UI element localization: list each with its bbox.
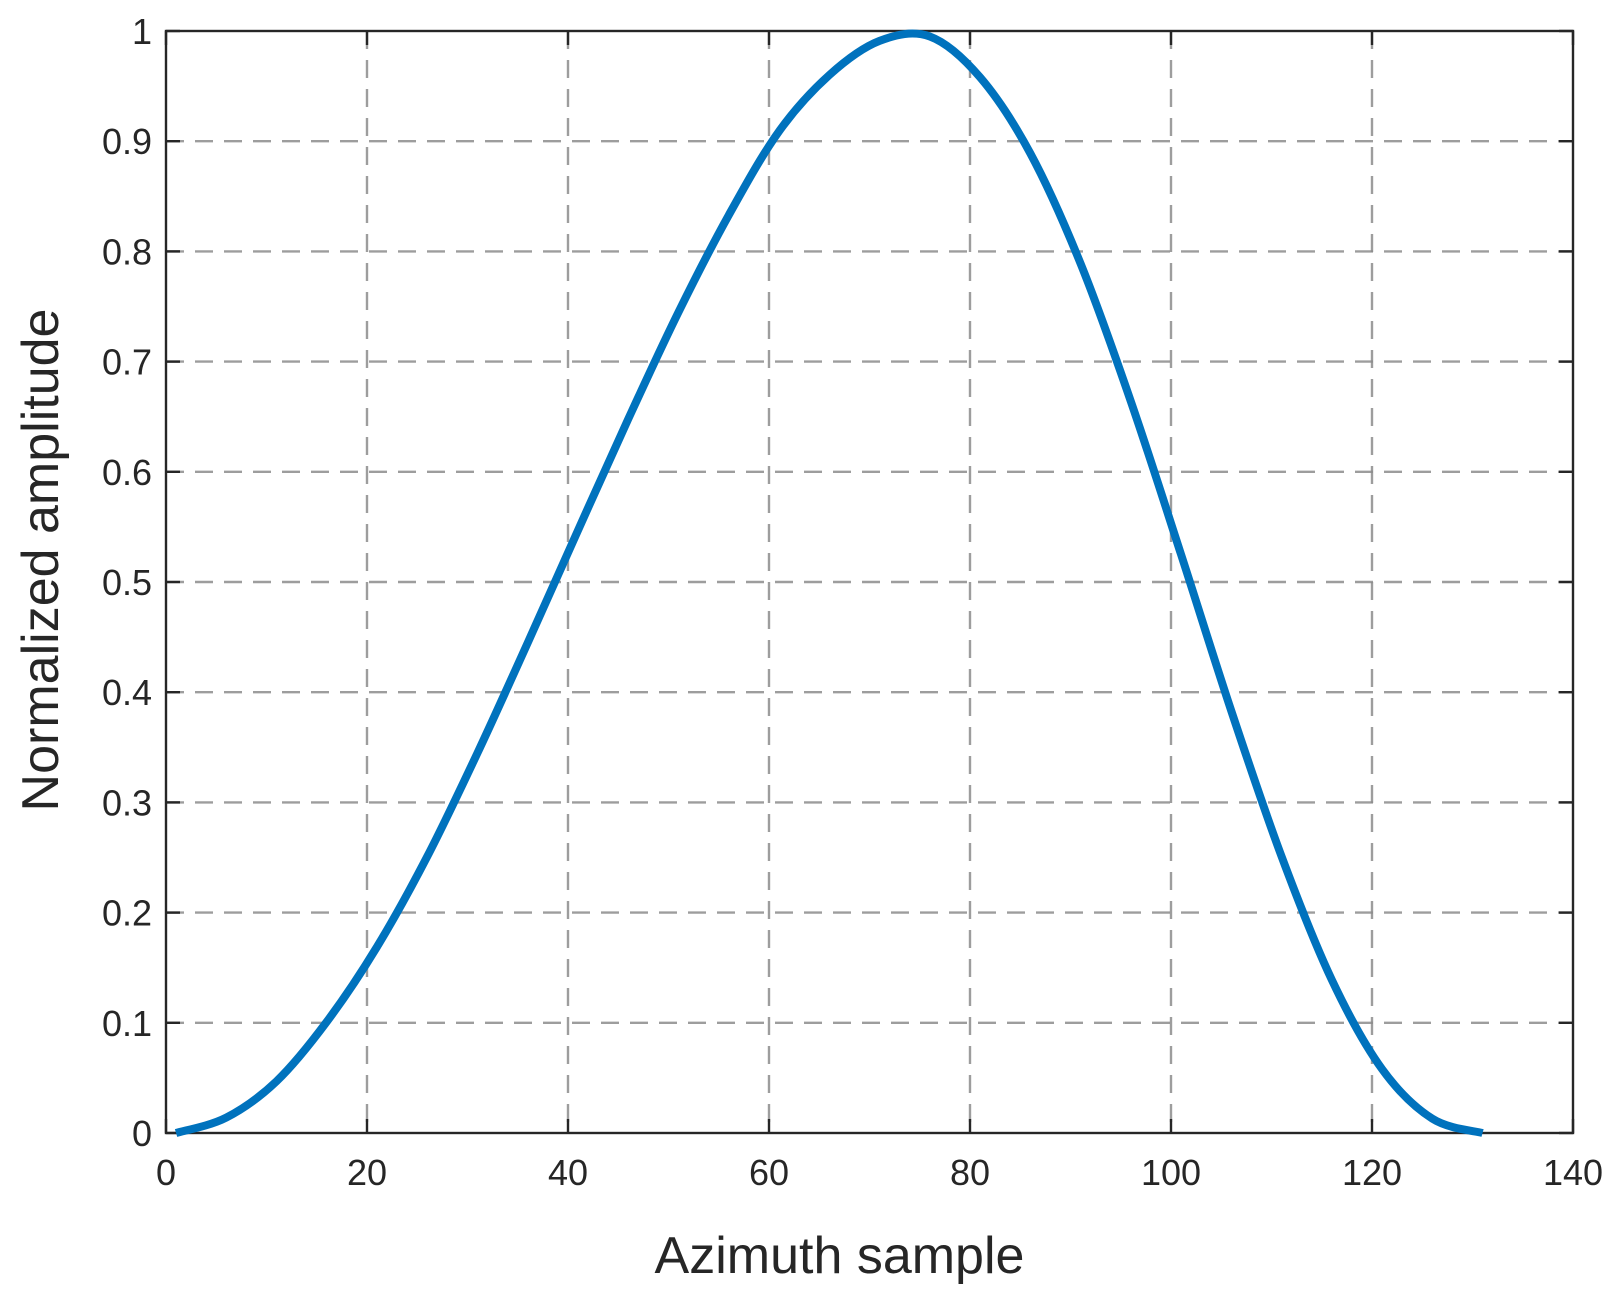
x-tick-label: 80 [950, 1152, 990, 1193]
x-tick-label: 140 [1543, 1152, 1603, 1193]
y-tick-label: 0.8 [102, 231, 152, 272]
x-tick-label: 0 [156, 1152, 176, 1193]
y-tick-label: 0.5 [102, 562, 152, 603]
y-tick-label: 0.4 [102, 672, 152, 713]
y-axis-title: Normalized amplitude [12, 309, 70, 812]
x-axis-tick-labels: 0 20 40 60 80 100 120 140 [156, 1152, 1603, 1193]
series-line-0 [174, 29, 1484, 1137]
y-tick-label: 0.2 [102, 893, 152, 934]
tick-marks [164, 29, 1575, 1135]
y-tick-label: 0.1 [102, 1003, 152, 1044]
y-tick-label: 0.7 [102, 342, 152, 383]
y-tick-label: 1 [132, 11, 152, 52]
x-tick-label: 60 [749, 1152, 789, 1193]
series-layer [174, 29, 1484, 1137]
y-tick-label: 0.9 [102, 121, 152, 162]
y-axis-tick-labels: 0 0.1 0.2 0.3 0.4 0.5 0.6 0.7 0.8 0.9 1 [102, 11, 152, 1154]
grid-layer [166, 31, 1573, 1133]
x-axis-title: Azimuth sample [655, 1227, 1025, 1285]
y-tick-label: 0.3 [102, 782, 152, 823]
x-tick-label: 20 [347, 1152, 387, 1193]
y-tick-label: 0.6 [102, 452, 152, 493]
x-tick-label: 120 [1342, 1152, 1402, 1193]
x-tick-label: 40 [548, 1152, 588, 1193]
y-tick-label: 0 [132, 1113, 152, 1154]
x-tick-label: 100 [1141, 1152, 1201, 1193]
